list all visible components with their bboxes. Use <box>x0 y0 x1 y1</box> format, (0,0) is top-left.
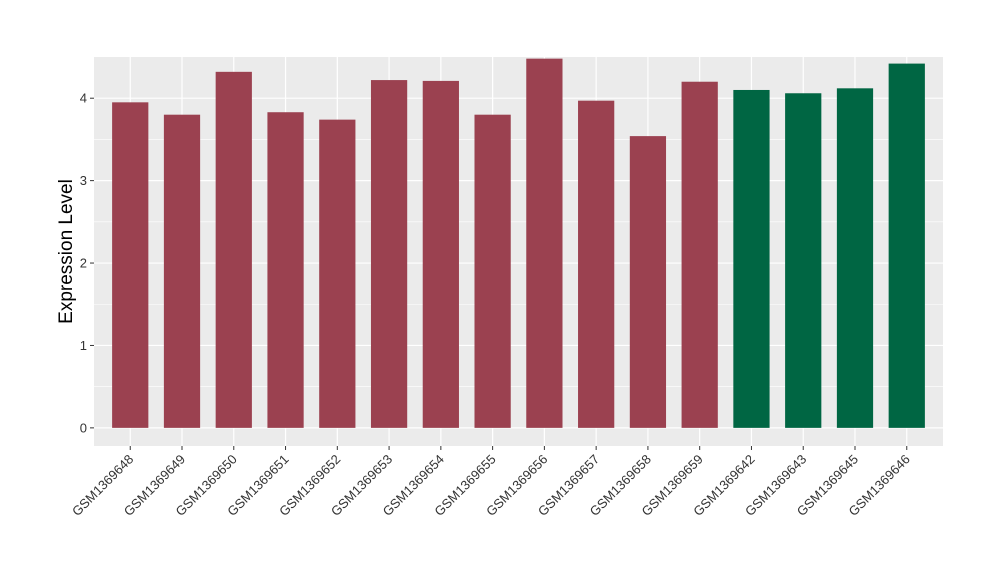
y-axis: 0 1 2 3 4 <box>80 91 94 435</box>
bar-GSM1369653 <box>370 80 408 428</box>
y-tick-label: 2 <box>80 256 87 271</box>
bar-GSM1369648 <box>112 102 149 428</box>
bar-GSM1369658 <box>629 136 667 428</box>
bar-GSM1369642 <box>733 89 770 428</box>
x-axis: GSM1369648GSM1369649GSM1369650GSM1369651… <box>69 446 913 519</box>
bars <box>112 58 925 428</box>
bar-GSM1369651 <box>267 112 304 428</box>
y-axis-title: Expression Level <box>56 179 77 324</box>
bar-GSM1369643 <box>785 93 822 428</box>
y-tick-label: 0 <box>80 420 87 435</box>
y-tick-label: 1 <box>80 338 87 353</box>
bar-GSM1369656 <box>526 58 563 428</box>
bar-GSM1369655 <box>474 114 511 428</box>
bar-GSM1369646 <box>888 63 925 428</box>
bar-GSM1369652 <box>319 119 356 428</box>
bar-GSM1369657 <box>578 100 615 428</box>
bar-GSM1369654 <box>422 80 459 428</box>
bar-GSM1369645 <box>836 88 874 428</box>
bar-GSM1369659 <box>681 81 718 428</box>
bar-GSM1369650 <box>215 71 252 428</box>
bar-GSM1369649 <box>163 114 201 428</box>
y-tick-label: 3 <box>80 173 87 188</box>
y-tick-label: 4 <box>80 91 87 106</box>
